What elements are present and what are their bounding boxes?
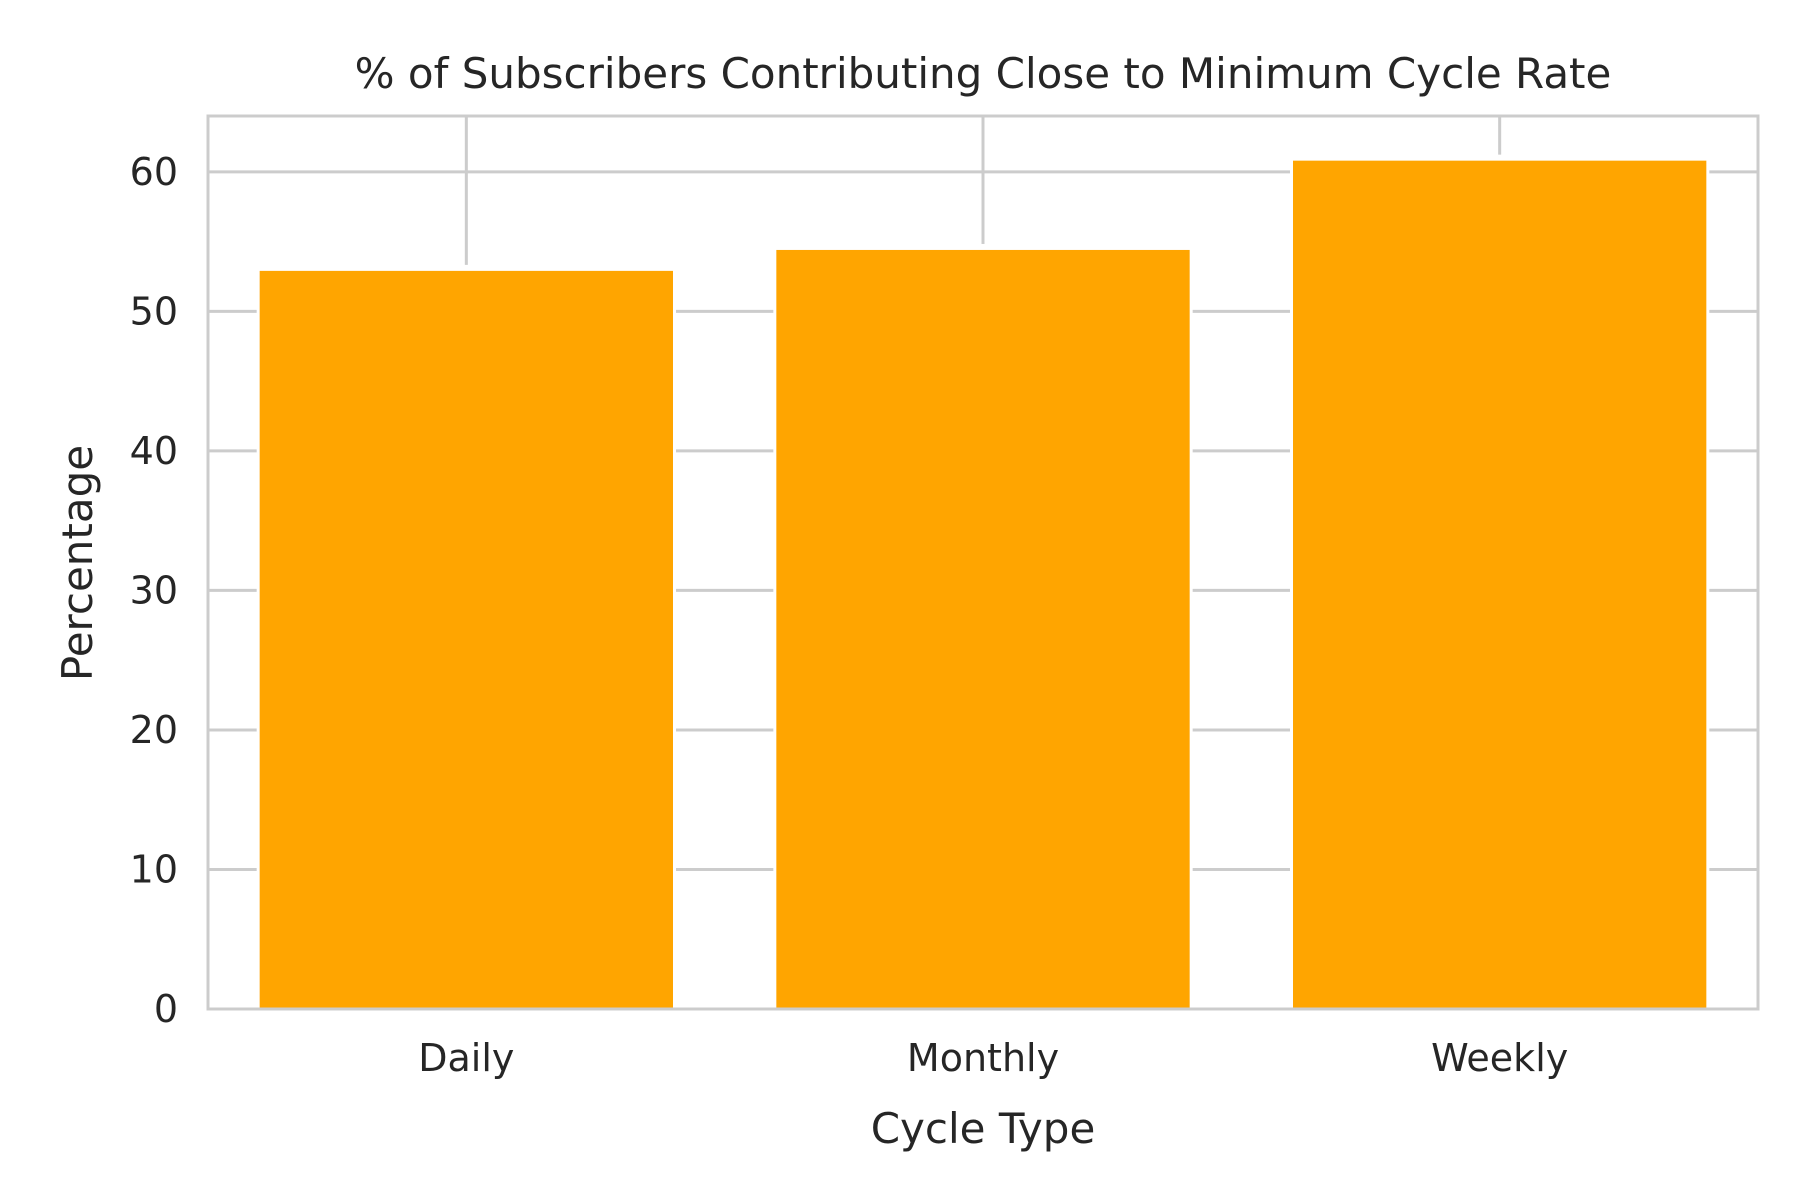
x-axis-title: Cycle Type [871,1104,1096,1153]
bar-weekly [1293,160,1707,1009]
y-tick-label: 60 [130,150,178,194]
bars [256,154,1710,1009]
x-tick-label: Daily [418,1036,514,1080]
y-tick-label: 0 [154,987,178,1031]
x-tick-label: Monthly [907,1036,1059,1080]
y-tick-label: 40 [130,429,178,473]
y-tick-label: 30 [130,568,178,612]
x-tick-labels: Daily Monthly Weekly [418,1036,1568,1080]
bar-monthly [776,249,1190,1009]
x-tick-label: Weekly [1431,1036,1568,1080]
y-tick-label: 10 [130,847,178,891]
plot-frame [206,114,1760,1011]
bar-daily [259,270,673,1009]
y-tick-labels: 0 10 20 30 40 50 60 [130,150,178,1031]
chart-title: % of Subscribers Contributing Close to M… [355,49,1612,98]
y-axis-title: Percentage [53,445,102,681]
y-tick-label: 50 [130,289,178,333]
y-tick-label: 20 [130,708,178,752]
